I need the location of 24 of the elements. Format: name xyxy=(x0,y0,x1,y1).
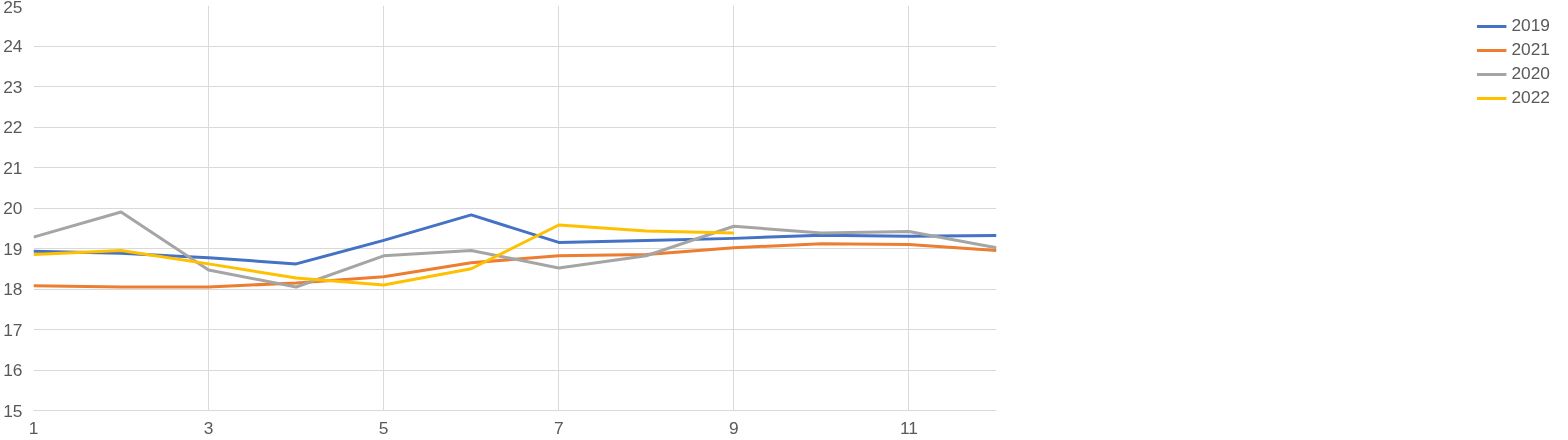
x-tick-label: 11 xyxy=(899,417,918,438)
y-tick-label: 16 xyxy=(3,360,23,380)
y-tick-label: 15 xyxy=(3,400,23,421)
legend-label: 2022 xyxy=(1511,87,1550,108)
y-tick-label: 25 xyxy=(3,0,23,17)
x-tick-label: 7 xyxy=(553,417,564,438)
line-series xyxy=(33,223,736,287)
x-tick-label: 9 xyxy=(729,417,739,438)
y-tick-label: 20 xyxy=(3,198,23,218)
x-tick-label: 3 xyxy=(203,417,214,438)
legend-label: 2019 xyxy=(1511,15,1550,36)
y-tick-label: 21 xyxy=(3,157,23,178)
y-tick-label: 19 xyxy=(3,238,23,259)
legend-label: 2020 xyxy=(1511,63,1550,84)
x-tick-label: 5 xyxy=(378,417,389,438)
y-tick-label: 17 xyxy=(3,319,23,340)
legend-label: 2021 xyxy=(1511,39,1550,60)
y-tick-label: 23 xyxy=(3,76,23,97)
line-series xyxy=(33,242,997,289)
y-tick-label: 22 xyxy=(3,117,23,137)
line-series xyxy=(33,210,997,289)
y-tick-label: 18 xyxy=(3,279,23,299)
x-tick-label: 1 xyxy=(28,417,39,438)
y-tick-label: 24 xyxy=(3,36,23,56)
